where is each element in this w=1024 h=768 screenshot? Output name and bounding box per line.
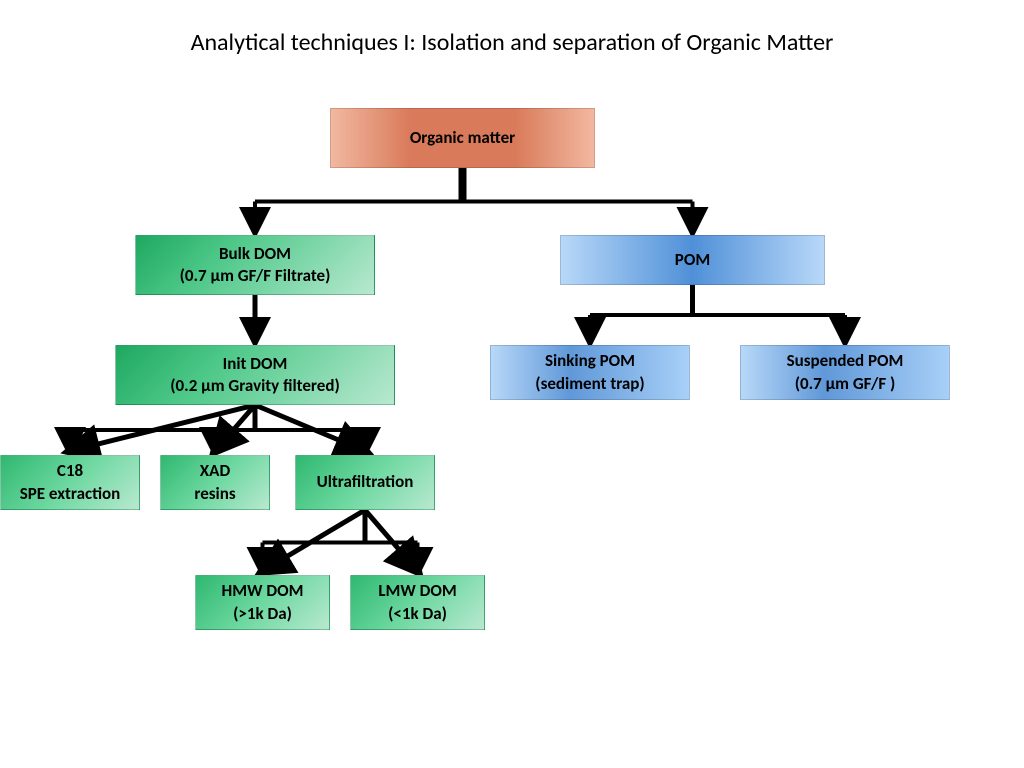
page-title: Analytical techniques I: Isolation and s…: [0, 28, 1024, 57]
node-root: Organic matter: [330, 108, 595, 168]
node-c18: C18 SPE extraction: [0, 455, 140, 510]
node-hmw: HMW DOM (>1k Da): [195, 575, 330, 630]
node-suspended: Suspended POM (0.7 µm GF/F ): [740, 345, 950, 400]
node-bulk_dom: Bulk DOM (0.7 µm GF/F Filtrate): [135, 235, 375, 295]
node-sinking: Sinking POM (sediment trap): [490, 345, 690, 400]
node-pom: POM: [560, 235, 825, 285]
node-xad: XAD resins: [160, 455, 270, 510]
node-init_dom: Init DOM (0.2 µm Gravity filtered): [115, 345, 395, 405]
node-ultra: Ultrafiltration: [295, 455, 435, 510]
node-lmw: LMW DOM (<1k Da): [350, 575, 485, 630]
